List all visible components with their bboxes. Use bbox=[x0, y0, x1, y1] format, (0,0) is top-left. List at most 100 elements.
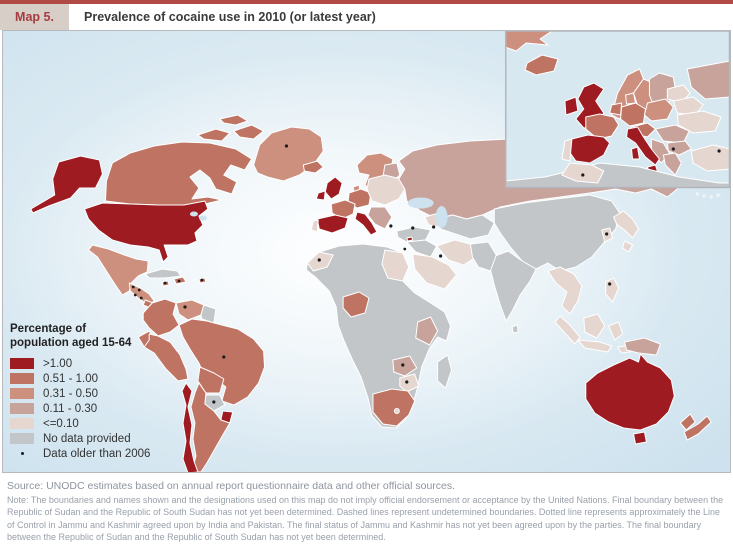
region-portugal bbox=[310, 219, 319, 233]
legend-item: 0.31 - 0.50 bbox=[10, 386, 150, 401]
region-new-guinea bbox=[624, 337, 661, 356]
old-data-dot bbox=[439, 254, 443, 258]
europe-inset bbox=[505, 31, 730, 188]
region-inset-ukraine bbox=[676, 110, 722, 134]
region-aleutians bbox=[702, 194, 706, 198]
region-levant bbox=[406, 239, 438, 258]
region-spain bbox=[316, 214, 349, 234]
region-canada bbox=[233, 124, 265, 140]
legend-dot-cell bbox=[10, 452, 34, 456]
region-inset-france bbox=[585, 113, 620, 140]
legend-item: 0.11 - 0.30 bbox=[10, 401, 150, 416]
region-indochina bbox=[547, 266, 583, 315]
region-aleutians bbox=[716, 193, 720, 197]
region-chile bbox=[181, 382, 199, 472]
region-inset-north-africa bbox=[505, 162, 730, 188]
region-usa bbox=[84, 200, 209, 263]
region-aleutians bbox=[695, 192, 699, 196]
region-sri-lanka bbox=[511, 324, 519, 334]
region-central-asia bbox=[436, 214, 495, 240]
old-data-dot bbox=[139, 296, 143, 300]
region-new-zealand bbox=[679, 413, 696, 431]
old-data-dots bbox=[131, 144, 612, 404]
legend-swatch bbox=[10, 403, 34, 415]
region-ireland bbox=[315, 190, 326, 201]
map-number-label: Map 5. bbox=[0, 4, 69, 30]
page-title: Prevalence of cocaine use in 2010 (or la… bbox=[69, 4, 733, 30]
legend-label: 0.31 - 0.50 bbox=[43, 387, 98, 400]
legend-item: >1.00 bbox=[10, 356, 150, 371]
region-afghanistan bbox=[469, 241, 497, 272]
region-inset-iceland bbox=[524, 54, 559, 76]
legend-swatch bbox=[10, 373, 34, 385]
old-data-dot bbox=[200, 278, 204, 282]
region-alaska bbox=[30, 155, 103, 214]
region-iceland bbox=[302, 160, 324, 174]
region-inset-poland bbox=[643, 98, 674, 122]
region-canada bbox=[219, 114, 249, 126]
region-canada bbox=[197, 128, 231, 142]
region-inset-benelux bbox=[609, 102, 623, 116]
region-france bbox=[330, 199, 356, 220]
region-new-zealand bbox=[683, 415, 712, 441]
region-inset-portugal bbox=[561, 138, 573, 162]
region-inset-spain bbox=[568, 134, 611, 164]
old-data-dot bbox=[389, 224, 393, 228]
old-data-dot bbox=[717, 149, 721, 153]
legend-dot-icon bbox=[20, 452, 24, 456]
source-line: Source: UNODC estimates based on annual … bbox=[7, 480, 456, 492]
old-data-dot bbox=[212, 400, 216, 404]
region-egypt bbox=[381, 249, 410, 282]
legend-label: No data provided bbox=[43, 432, 131, 445]
europe-inset-frame bbox=[504, 31, 730, 189]
region-south-africa bbox=[372, 388, 416, 427]
region-inset-greece bbox=[662, 152, 682, 176]
region-inset-russia bbox=[686, 60, 730, 100]
region-cyprus bbox=[406, 236, 414, 242]
figure-footer: Source: UNODC estimates based on annual … bbox=[0, 473, 733, 543]
region-saudi bbox=[412, 253, 458, 290]
old-data-dot bbox=[177, 279, 181, 283]
region-brazil bbox=[178, 318, 266, 406]
region-nigeria bbox=[342, 291, 370, 318]
region-inset-italy bbox=[626, 126, 660, 166]
legend-swatch bbox=[10, 433, 34, 445]
region-eastern-europe bbox=[366, 174, 406, 206]
region-morocco bbox=[306, 251, 334, 272]
region-lesotho bbox=[393, 408, 400, 414]
note-text: Note: The boundaries and names shown and… bbox=[7, 495, 724, 542]
region-inset-bulgaria bbox=[666, 140, 692, 156]
water-body bbox=[198, 215, 207, 221]
old-data-dot bbox=[671, 147, 675, 151]
region-australia bbox=[585, 353, 675, 431]
old-data-dot bbox=[137, 288, 141, 292]
region-cuba bbox=[144, 268, 182, 279]
map-legend: Percentage of population aged 15-64 >1.0… bbox=[10, 323, 150, 461]
old-data-dot bbox=[284, 144, 289, 148]
old-data-dot bbox=[401, 363, 405, 367]
region-inset-denmark bbox=[625, 92, 637, 105]
region-inset-greenland bbox=[505, 31, 553, 52]
region-inset-hungary bbox=[654, 124, 690, 144]
region-kenya bbox=[415, 316, 439, 346]
region-java bbox=[577, 339, 613, 353]
old-data-dot bbox=[183, 305, 187, 309]
region-inset-ireland bbox=[564, 96, 579, 116]
region-borneo bbox=[583, 313, 606, 339]
region-australia bbox=[633, 431, 647, 445]
legend-label: Data older than 2006 bbox=[43, 447, 151, 460]
region-argentina bbox=[190, 382, 231, 472]
legend-label: >1.00 bbox=[43, 357, 73, 370]
region-malaysia bbox=[554, 315, 581, 345]
region-inset-germany bbox=[620, 102, 646, 127]
old-data-dot bbox=[432, 225, 436, 229]
world-map-canvas: Percentage of population aged 15-64 >1.0… bbox=[2, 30, 731, 473]
legend-label: 0.11 - 0.30 bbox=[43, 402, 98, 415]
region-zambia bbox=[392, 355, 418, 377]
legend-item: 0.51 - 1.00 bbox=[10, 371, 150, 386]
water-body bbox=[407, 197, 434, 209]
region-balkans bbox=[367, 206, 393, 230]
legend-swatch bbox=[10, 388, 34, 400]
old-data-dot bbox=[317, 258, 321, 262]
figure-header: Map 5. Prevalence of cocaine use in 2010… bbox=[0, 4, 733, 30]
